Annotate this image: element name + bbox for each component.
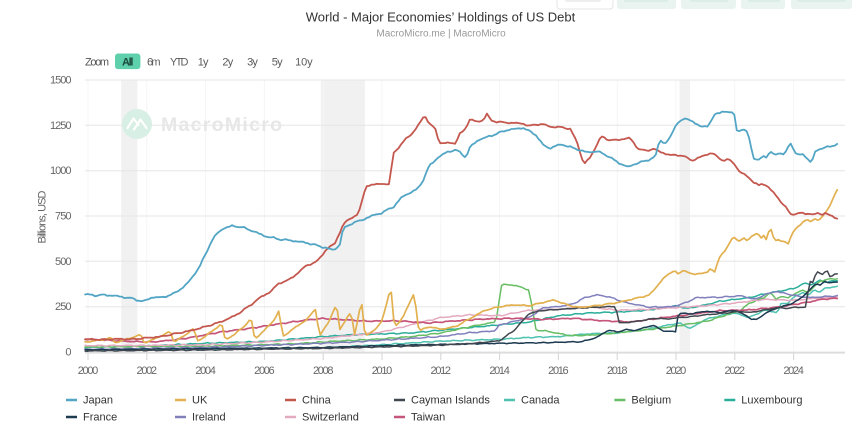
svg-text:Billions, USD: Billions, USD xyxy=(37,190,49,243)
svg-text:Luxembourg: Luxembourg xyxy=(741,395,802,407)
svg-text:2024: 2024 xyxy=(783,365,804,377)
svg-text:2018: 2018 xyxy=(607,365,628,377)
svg-text:2010: 2010 xyxy=(372,365,393,377)
svg-text:500: 500 xyxy=(55,256,72,268)
svg-text:MacroMicro: MacroMicro xyxy=(161,114,282,136)
svg-text:France: France xyxy=(83,412,117,424)
svg-text:1250: 1250 xyxy=(50,120,72,132)
svg-text:250: 250 xyxy=(55,301,72,313)
svg-text:2002: 2002 xyxy=(137,365,158,377)
svg-text:World - Major Economies’ Holdi: World - Major Economies’ Holdings of US … xyxy=(306,10,576,25)
svg-text:2012: 2012 xyxy=(431,365,452,377)
svg-text:Ireland: Ireland xyxy=(192,412,226,424)
svg-text:1500: 1500 xyxy=(50,75,72,87)
svg-text:Taiwan: Taiwan xyxy=(411,412,445,424)
svg-text:MacroMicro.me | MacroMicro: MacroMicro.me | MacroMicro xyxy=(376,29,506,40)
svg-text:Cayman Islands: Cayman Islands xyxy=(411,395,490,407)
svg-text:2016: 2016 xyxy=(548,365,569,377)
svg-text:China: China xyxy=(302,395,332,407)
svg-text:1y: 1y xyxy=(198,57,209,69)
svg-text:6m: 6m xyxy=(147,57,161,69)
svg-text:750: 750 xyxy=(55,211,72,223)
svg-text:Zoom: Zoom xyxy=(85,57,109,69)
svg-text:2020: 2020 xyxy=(666,365,687,377)
svg-text:UK: UK xyxy=(192,395,208,407)
svg-text:2014: 2014 xyxy=(489,365,509,377)
svg-text:3y: 3y xyxy=(247,57,258,69)
svg-text:YTD: YTD xyxy=(170,57,189,69)
svg-text:2y: 2y xyxy=(222,57,233,69)
svg-text:0: 0 xyxy=(65,347,71,359)
svg-text:2004: 2004 xyxy=(195,365,216,377)
svg-text:Japan: Japan xyxy=(83,395,113,407)
svg-text:All: All xyxy=(122,57,134,69)
svg-text:10y: 10y xyxy=(295,57,313,69)
svg-text:5y: 5y xyxy=(272,57,283,69)
svg-text:2000: 2000 xyxy=(78,365,99,377)
svg-text:Belgium: Belgium xyxy=(631,395,671,407)
svg-text:1000: 1000 xyxy=(50,165,72,177)
svg-text:Switzerland: Switzerland xyxy=(302,412,359,424)
svg-text:2022: 2022 xyxy=(725,365,746,377)
svg-text:Canada: Canada xyxy=(521,395,560,407)
svg-text:2008: 2008 xyxy=(313,365,334,377)
svg-text:2006: 2006 xyxy=(254,365,275,377)
